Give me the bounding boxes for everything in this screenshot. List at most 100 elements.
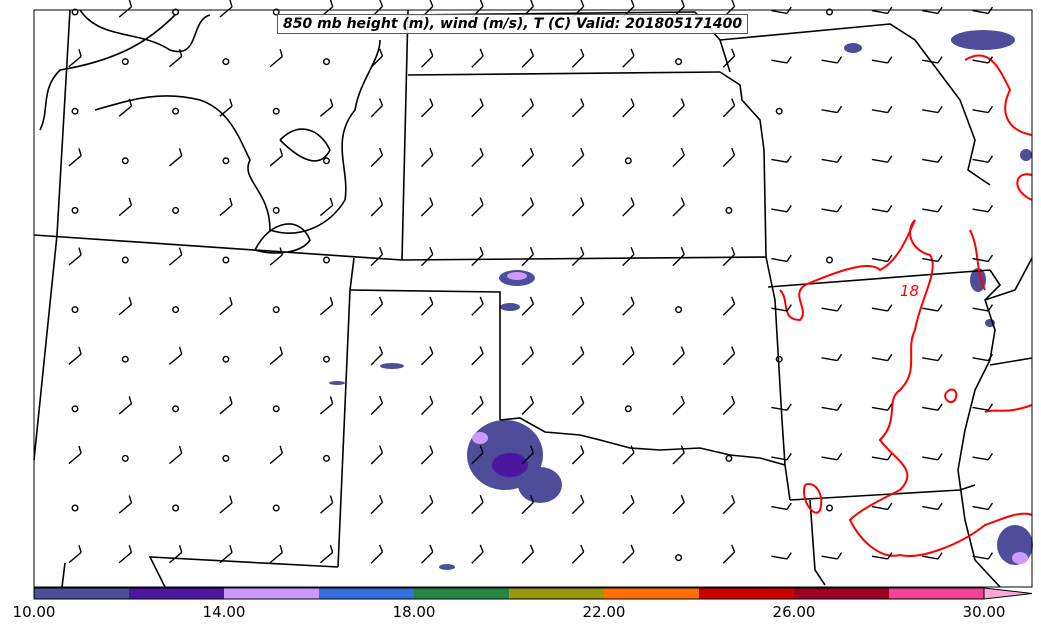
wind-barb (370, 147, 384, 167)
wind-barb (370, 395, 384, 415)
colorbar-segment (699, 588, 794, 599)
wind-barb (571, 98, 585, 118)
wind-barb (622, 445, 635, 465)
wind-speed-fill (472, 432, 488, 444)
wind-barb (771, 502, 792, 511)
wind-barb (370, 98, 384, 118)
boundary-ks-north (407, 71, 721, 76)
wind-barb (521, 445, 535, 465)
wind-barb (471, 147, 484, 167)
wind-barb-calm (172, 504, 180, 512)
wind-barb (219, 396, 233, 415)
wind-barb (471, 48, 484, 68)
wind-barb (68, 247, 82, 266)
colorbar-segment (604, 588, 699, 599)
wind-barb (722, 147, 736, 167)
wind-barb (771, 6, 792, 15)
wind-barb (118, 544, 133, 564)
colorbar-frame (33, 587, 985, 600)
wind-barb (420, 296, 434, 316)
wind-barb (169, 544, 183, 564)
wind-barb (821, 56, 843, 64)
wind-barb-calm (71, 8, 79, 16)
wind-barb (972, 304, 994, 312)
wind-barb (68, 544, 82, 564)
wind-barb (521, 495, 535, 515)
wind-speed-fill (380, 363, 404, 369)
wind-barb (871, 155, 893, 163)
wind-speed-fill (500, 303, 520, 311)
wind-barb (370, 445, 384, 465)
wind-barb-calm (172, 206, 180, 214)
boundary-mexico (61, 562, 66, 588)
wind-barb (169, 346, 183, 365)
wind-barb (622, 544, 635, 564)
wind-barb-calm (826, 8, 834, 16)
wind-barb (68, 445, 82, 465)
colorbar-segment (794, 588, 889, 599)
wind-barb (370, 197, 384, 217)
wind-barb (672, 147, 685, 167)
wind-barb (571, 247, 585, 267)
colorbar-segment (414, 588, 509, 599)
wind-barb-calm (172, 107, 180, 115)
wind-barb-calm (71, 504, 79, 512)
wind-barb-calm (222, 256, 230, 264)
wind-barb (972, 254, 994, 263)
wind-barb (871, 304, 893, 312)
wind-barb (269, 48, 283, 68)
wind-barb (420, 544, 434, 564)
wind-barb (269, 544, 283, 564)
boundary-red-river (499, 417, 786, 466)
wind-barb (922, 353, 943, 362)
wind-barb (771, 254, 792, 263)
wind-barb (821, 453, 843, 461)
wind-barb (471, 495, 484, 515)
wind-barb (722, 544, 736, 564)
wind-barb-calm (826, 504, 834, 512)
colorbar (33, 587, 1033, 600)
wind-barb-calm (121, 58, 129, 66)
colorbar-tick-label: 22.00 (582, 603, 626, 621)
wind-barb (571, 147, 585, 167)
wind-speed-fill (1020, 149, 1032, 161)
wind-barb (871, 453, 893, 461)
colorbar-tick-label: 14.00 (202, 603, 246, 621)
colorbar-segment (34, 588, 129, 599)
wind-barb (420, 346, 434, 366)
wind-barb-calm (272, 107, 280, 115)
wind-barb (319, 544, 334, 564)
wind-barb (420, 147, 434, 167)
wind-barb (722, 48, 736, 68)
wind-barb (319, 197, 334, 217)
wind-barb (571, 445, 585, 465)
wind-barb (571, 296, 585, 316)
wind-barb (922, 304, 943, 312)
wind-speed-fill (439, 564, 455, 570)
wind-barb (118, 0, 133, 18)
wind-barb (219, 98, 233, 117)
wind-barb (821, 105, 843, 114)
wind-barb (571, 395, 585, 415)
wind-barb (871, 552, 893, 560)
wind-barb-calm (323, 355, 331, 363)
wind-barb (219, 495, 233, 514)
colorbar-segment (889, 588, 984, 599)
colorbar-segment (319, 588, 414, 599)
wind-barb (269, 346, 283, 365)
wind-barb-calm (272, 405, 280, 413)
wind-barb-calm (272, 8, 280, 16)
wind-barb (871, 353, 893, 362)
wind-barb (319, 495, 334, 514)
boundary-co-ks (401, 9, 409, 261)
wind-barb (219, 197, 233, 217)
boundary-ks-south (401, 256, 767, 261)
wind-barb-calm (323, 58, 331, 66)
wind-barb (871, 502, 893, 511)
colorbar-tick-label: 10.00 (12, 603, 56, 621)
wind-barb-calm (71, 206, 79, 214)
boundary-mississippi (957, 269, 1002, 588)
colorbar-extend-arrow (983, 587, 1033, 600)
wind-barb (972, 6, 994, 15)
